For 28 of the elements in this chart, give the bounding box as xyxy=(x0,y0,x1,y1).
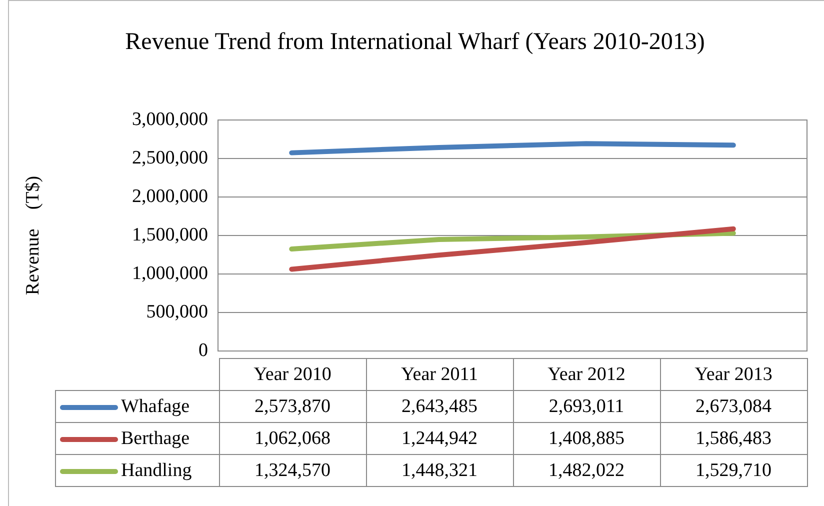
data-label: 1,244,942 xyxy=(366,422,513,454)
data-label: 2,643,485 xyxy=(366,390,513,422)
x-tick-label: Year 2010 xyxy=(219,358,366,390)
data-label: 1,062,068 xyxy=(219,422,366,454)
x-tick-label: Year 2012 xyxy=(513,358,660,390)
y-tick-label: 3,000,000 xyxy=(132,108,208,130)
data-label: 1,529,710 xyxy=(660,454,807,486)
data-label: 1,482,022 xyxy=(513,454,660,486)
data-label: 1,408,885 xyxy=(513,422,660,454)
y-tick-label: 2,000,000 xyxy=(132,186,208,207)
y-axis-title: Revenue (T$) xyxy=(22,176,44,296)
data-label: 1,324,570 xyxy=(219,454,366,486)
data-label: 2,673,084 xyxy=(660,390,807,422)
data-label: 2,693,011 xyxy=(513,390,660,422)
x-tick-label: Year 2013 xyxy=(660,358,807,390)
legend-label: Handling xyxy=(56,454,219,486)
y-tick-label: 2,500,000 xyxy=(132,147,208,168)
x-tick-label: Year 2011 xyxy=(366,358,513,390)
chart-title: Revenue Trend from International Wharf (Years 2010-2013) xyxy=(124,28,706,57)
legend-label: Whafage xyxy=(56,390,219,422)
y-tick-label: 0 xyxy=(198,340,208,361)
data-label: 1,448,321 xyxy=(366,454,513,486)
data-label: 2,573,870 xyxy=(219,390,366,422)
y-tick-label: 1,500,000 xyxy=(132,224,208,246)
data-label: 1,586,483 xyxy=(660,422,807,454)
legend-label: Berthage xyxy=(56,422,219,454)
y-tick-label: 1,000,000 xyxy=(132,262,208,284)
y-tick-label: 500,000 xyxy=(146,301,208,322)
